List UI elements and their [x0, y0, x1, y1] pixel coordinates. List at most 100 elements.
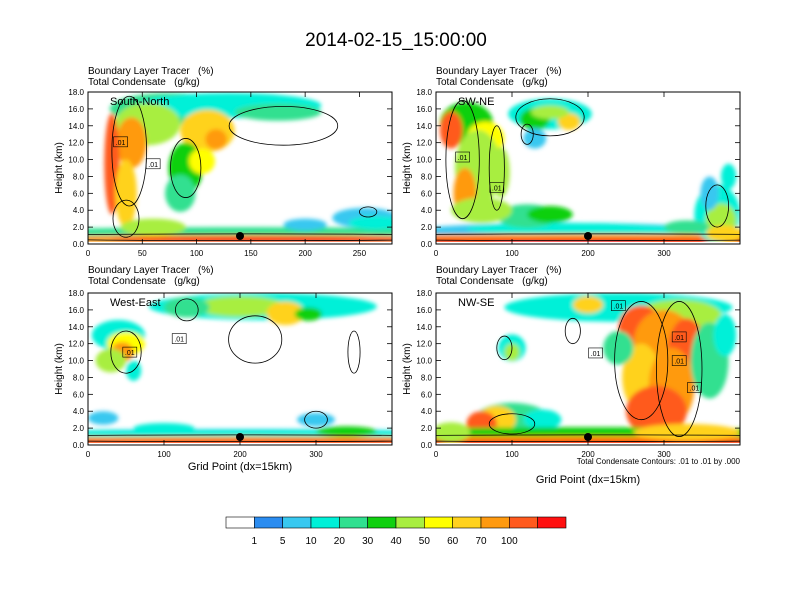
tracer-blob	[165, 174, 196, 212]
y-tick-label: 0.0	[73, 240, 85, 249]
x-tick-label: 0	[86, 450, 91, 459]
contour-label: .01	[116, 140, 126, 147]
contour-label: .01	[492, 185, 502, 192]
tracer-blob	[557, 225, 695, 236]
y-tick-label: 2.0	[73, 424, 85, 433]
x-tick-label: 100	[505, 450, 519, 459]
tracer-label: Boundary Layer Tracer (%)	[436, 66, 562, 77]
contour-label-box	[113, 136, 128, 148]
tracer-label: Boundary Layer Tracer (%)	[88, 265, 214, 276]
condensate-contour	[304, 410, 328, 429]
x-tick-label: 300	[657, 450, 671, 459]
y-tick-label: 6.0	[421, 189, 433, 198]
contour-label-box	[489, 182, 505, 193]
y-tick-label: 14.0	[416, 122, 432, 131]
tracer-blob	[164, 297, 210, 318]
tracer-blob	[294, 307, 323, 321]
panel-south-north-labels: Boundary Layer Tracer (%) Total Condensa…	[88, 66, 214, 88]
colorbar-label: 20	[334, 536, 346, 547]
panel-title: SW-NE	[458, 96, 494, 108]
contour-label: .01	[674, 359, 684, 366]
y-tick-label: 8.0	[73, 373, 85, 382]
tracer-blob	[133, 423, 195, 434]
x-axis-label: Grid Point (dx=15km)	[188, 461, 292, 473]
condensate-label: Total Condensate (g/kg)	[88, 77, 200, 88]
colorbar-swatch	[424, 516, 453, 529]
y-tick-label: 6.0	[73, 390, 85, 399]
contour-label: .01	[690, 386, 700, 393]
panel-nw-se-labels: Boundary Layer Tracer (%) Total Condensa…	[436, 265, 562, 287]
y-tick-label: 2.0	[421, 223, 433, 232]
colorbar-swatch	[480, 516, 510, 529]
y-tick-label: 18.0	[68, 88, 84, 97]
tracer-field	[436, 98, 740, 244]
tracer-blob	[557, 113, 581, 130]
tracer-blob	[115, 159, 137, 228]
y-tick-label: 0.0	[73, 441, 85, 450]
panel-title: South-North	[110, 96, 169, 108]
contour-label: .01	[458, 155, 468, 162]
y-tick-label: 16.0	[416, 306, 432, 315]
condensate-contour	[614, 301, 669, 421]
x-tick-label: 250	[353, 249, 367, 258]
tracer-blob	[523, 409, 562, 430]
condensate-contour	[564, 317, 581, 345]
condensate-contour	[656, 301, 703, 437]
tracer-blob	[626, 385, 687, 437]
y-tick-label: 6.0	[421, 390, 433, 399]
panel-south-north: .01 .01 0.0 2.0 4.0 6.0 8.0 10.0 12.0 14.0 16.0 18.…	[54, 88, 393, 258]
panel-west-east: .01 .01 0.0 2.0 4.0 6.0 8.0 10.0 12.0 14.0 16.0 18.…	[54, 289, 393, 459]
y-tick-label: 12.0	[416, 139, 432, 148]
y-tick-label: 14.0	[68, 323, 84, 332]
colorbar-label: 5	[280, 536, 286, 547]
y-tick-label: 18.0	[416, 289, 432, 298]
condensate-contour	[520, 123, 534, 145]
x-tick-label: 100	[505, 249, 519, 258]
contour-label: .01	[148, 162, 158, 169]
condensate-contour	[228, 315, 283, 364]
colorbar-swatch	[225, 516, 255, 529]
y-tick-label: 16.0	[68, 306, 84, 315]
condensate-contour	[705, 184, 729, 228]
x-tick-label: 200	[298, 249, 312, 258]
colorbar-swatch	[310, 516, 340, 529]
contour-label-box	[145, 158, 161, 170]
tracer-blob	[348, 216, 392, 230]
tracer-blob	[721, 163, 737, 190]
tracer-blob	[188, 148, 216, 174]
location-marker	[584, 433, 592, 441]
colorbar: 1 5 10 20 30 40 50 60 70 100	[225, 516, 567, 547]
colorbar-swatch	[254, 516, 283, 529]
condensate-contour	[359, 206, 378, 218]
colorbar-label: 30	[362, 536, 374, 547]
y-tick-label: 14.0	[68, 122, 84, 131]
y-tick-label: 8.0	[421, 373, 433, 382]
location-marker	[236, 433, 244, 441]
y-tick-label: 10.0	[68, 156, 84, 165]
location-marker	[236, 232, 244, 240]
y-axis-label: Height (km)	[402, 142, 413, 194]
x-tick-label: 300	[657, 249, 671, 258]
y-tick-label: 4.0	[73, 407, 85, 416]
contour-label-box	[611, 300, 626, 311]
colorbar-label: 50	[419, 536, 431, 547]
y-tick-label: 18.0	[68, 289, 84, 298]
colorbar-label: 100	[501, 536, 518, 547]
y-tick-label: 10.0	[416, 156, 432, 165]
tracer-blob	[531, 105, 569, 120]
contour-label-box	[122, 346, 138, 358]
y-tick-label: 14.0	[416, 323, 432, 332]
tracer-blob	[633, 423, 740, 441]
colorbar-swatch	[452, 516, 482, 529]
y-tick-label: 4.0	[73, 206, 85, 215]
tracer-blob	[109, 236, 392, 242]
y-tick-label: 10.0	[68, 357, 84, 366]
figure-title: 2014-02-15_15:00:00	[305, 30, 487, 51]
colorbar-label: 70	[475, 536, 487, 547]
x-tick-label: 200	[581, 450, 595, 459]
y-axis-label: Height (km)	[402, 343, 413, 395]
x-tick-label: 50	[138, 249, 147, 258]
colorbar-label: 1	[252, 536, 258, 547]
condensate-contour	[112, 199, 140, 238]
